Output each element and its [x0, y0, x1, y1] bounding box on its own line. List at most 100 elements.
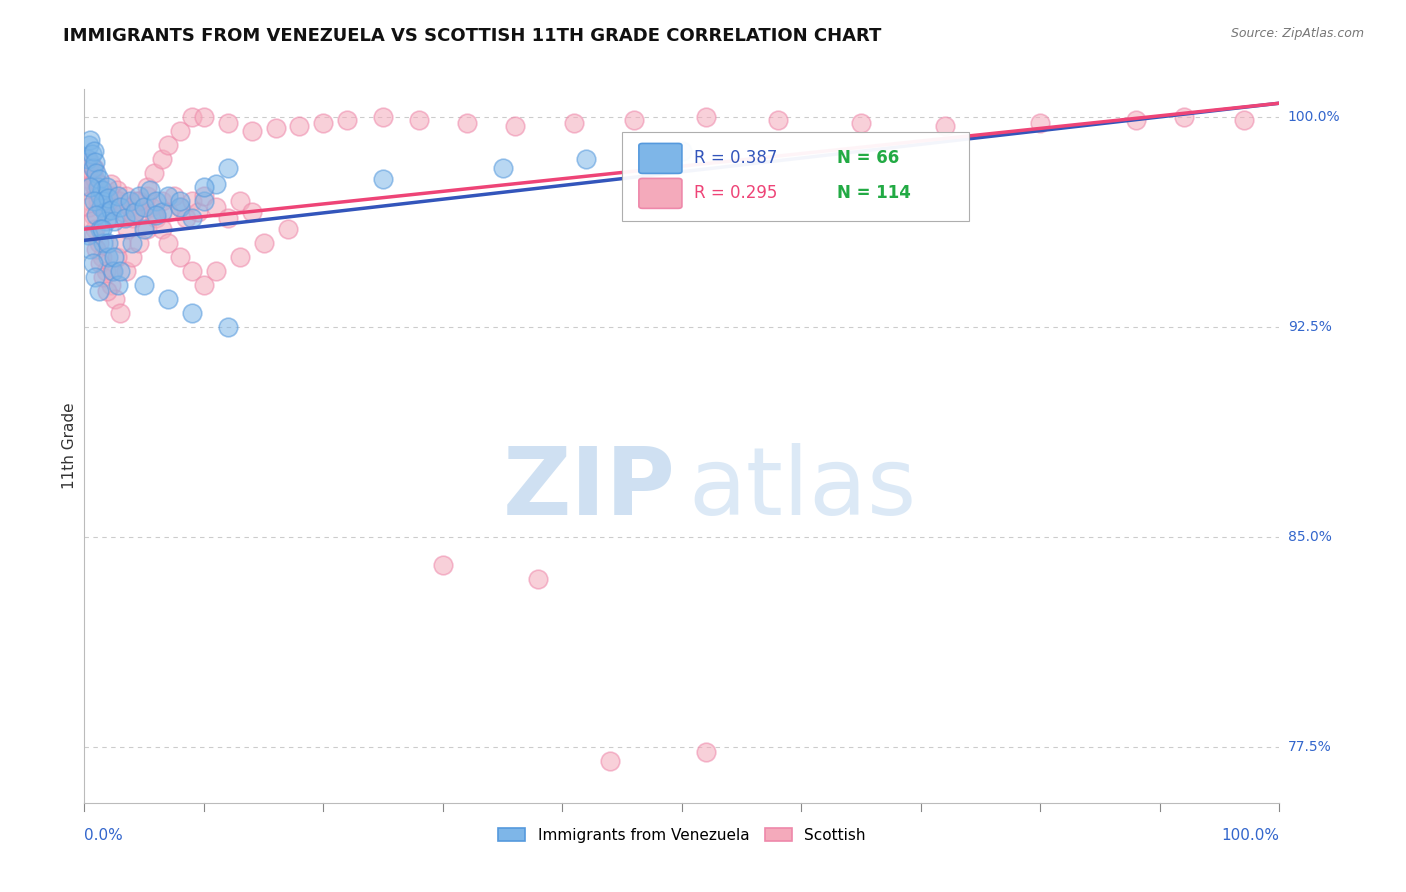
Point [77, 180, 100, 194]
Point [527, 572, 550, 586]
Point [96, 200, 118, 214]
Point [174, 211, 197, 225]
FancyBboxPatch shape [623, 132, 969, 221]
Point [121, 236, 143, 251]
Point [128, 188, 150, 202]
Point [86, 180, 108, 194]
Point [373, 110, 395, 124]
Point [94, 188, 117, 202]
Point [408, 113, 430, 128]
Point [373, 171, 395, 186]
Point [80, 146, 103, 161]
Point [86, 208, 108, 222]
Point [135, 188, 157, 202]
Point [205, 200, 228, 214]
Point [150, 205, 173, 219]
Point [93, 194, 115, 208]
Point [89, 222, 111, 236]
Text: N = 66: N = 66 [838, 150, 900, 168]
Point [118, 200, 141, 214]
Point [157, 292, 180, 306]
Point [695, 110, 717, 124]
Text: 85.0%: 85.0% [1288, 530, 1331, 544]
Point [103, 250, 125, 264]
Point [93, 194, 115, 208]
Point [79, 132, 101, 146]
Text: atlas: atlas [688, 442, 917, 535]
Point [1029, 116, 1052, 130]
Point [193, 180, 215, 194]
Point [82, 256, 104, 270]
Point [139, 183, 162, 197]
Point [193, 194, 215, 208]
Point [89, 188, 111, 202]
Point [101, 188, 124, 202]
Point [115, 264, 138, 278]
Point [91, 183, 114, 197]
Point [169, 250, 191, 264]
Point [87, 284, 110, 298]
Point [150, 152, 173, 166]
Point [264, 121, 287, 136]
Point [187, 205, 209, 219]
Point [253, 236, 276, 251]
Point [111, 205, 134, 219]
Point [623, 113, 645, 128]
Point [217, 161, 239, 175]
Point [110, 200, 132, 214]
Point [103, 213, 125, 227]
Text: 77.5%: 77.5% [1288, 739, 1331, 754]
Point [107, 278, 129, 293]
Legend: Immigrants from Venezuela, Scottish: Immigrants from Venezuela, Scottish [492, 822, 872, 848]
Point [150, 222, 173, 236]
Point [695, 746, 717, 760]
Point [86, 183, 108, 197]
Point [100, 202, 122, 217]
Point [91, 183, 114, 197]
Point [336, 113, 359, 128]
Point [125, 194, 148, 208]
Point [288, 119, 311, 133]
Point [117, 222, 139, 236]
Point [98, 194, 121, 208]
Point [128, 194, 150, 208]
Point [103, 200, 125, 214]
Point [934, 119, 956, 133]
Point [205, 264, 228, 278]
Point [77, 171, 100, 186]
Point [84, 222, 107, 236]
Point [766, 113, 789, 128]
Point [135, 222, 157, 236]
Text: R = 0.387: R = 0.387 [695, 150, 778, 168]
Point [89, 188, 111, 202]
Point [83, 144, 105, 158]
Point [851, 116, 873, 130]
Point [193, 278, 215, 293]
Point [100, 178, 122, 192]
Point [181, 211, 204, 225]
Point [157, 236, 180, 251]
Point [97, 236, 120, 251]
Point [115, 188, 138, 202]
Point [1125, 113, 1147, 128]
Point [77, 138, 100, 153]
Point [87, 178, 110, 192]
Point [150, 194, 173, 208]
Point [145, 194, 167, 208]
Point [101, 264, 124, 278]
Point [217, 320, 239, 334]
Point [80, 166, 103, 180]
Point [564, 116, 586, 130]
Point [86, 242, 108, 256]
Point [97, 250, 120, 264]
Point [91, 222, 114, 236]
Point [122, 208, 145, 222]
Point [104, 292, 127, 306]
Point [503, 119, 526, 133]
Point [90, 200, 112, 214]
Point [432, 558, 454, 572]
Point [83, 194, 105, 208]
Point [93, 205, 115, 219]
Point [217, 116, 239, 130]
Text: ZIP: ZIP [503, 442, 676, 535]
